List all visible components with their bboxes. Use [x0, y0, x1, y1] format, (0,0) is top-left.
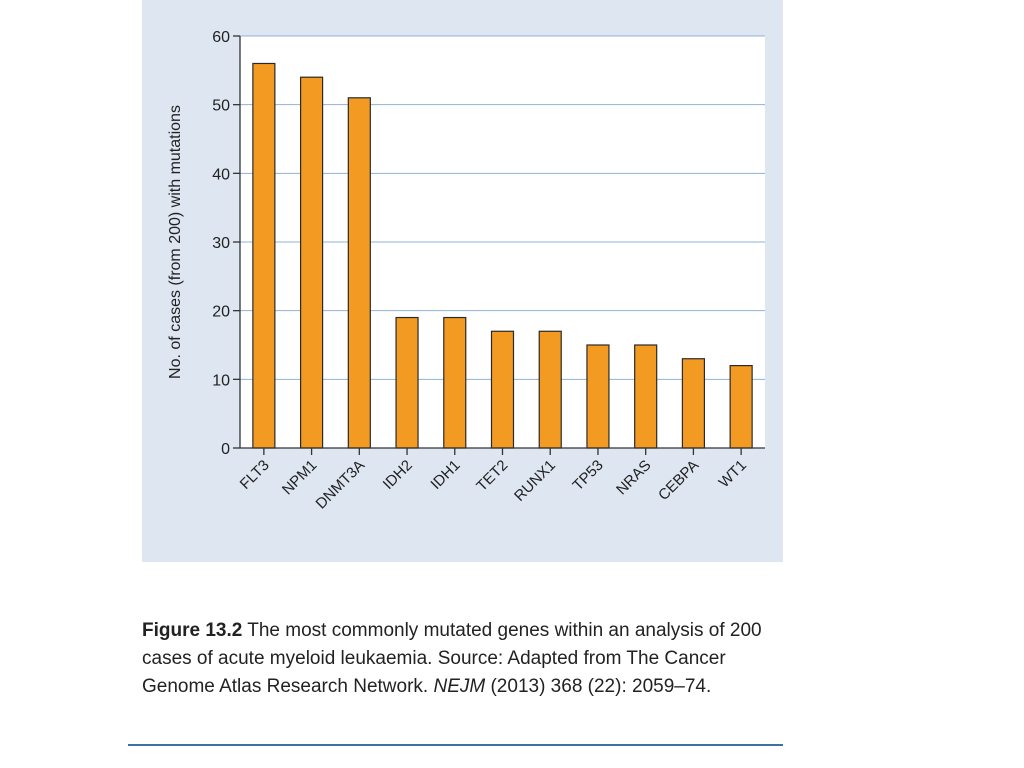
y-tick-label: 30	[212, 235, 230, 252]
caption-journal: NEJM	[433, 676, 486, 697]
figure-label: Figure 13.2	[142, 620, 243, 641]
y-tick-label: 40	[212, 166, 230, 183]
x-tick-label: IDH2	[380, 457, 416, 493]
bar-runx1	[538, 330, 562, 449]
y-tick-label: 50	[212, 98, 230, 115]
x-tick-label: WT1	[716, 457, 750, 491]
x-tick-label: IDH1	[427, 457, 463, 493]
bar-tp53	[586, 344, 610, 449]
bar-npm1	[299, 76, 324, 449]
y-tick-label: 20	[212, 304, 230, 321]
y-axis-label: No. of cases (from 200) with mutations	[167, 105, 184, 379]
bar-nras	[634, 344, 658, 449]
x-tick-label: TP53	[569, 457, 606, 494]
figure-caption: Figure 13.2 The most commonly mutated ge…	[142, 617, 782, 701]
caption-citation: (2013) 368 (22): 2059–74.	[485, 676, 712, 697]
y-tick-label: 0	[221, 441, 230, 458]
x-tick-label: FLT3	[237, 457, 273, 493]
bar-cebpa	[681, 358, 706, 449]
x-tick-label: RUNX1	[511, 457, 559, 505]
x-tick-label: NPM1	[279, 457, 320, 498]
x-tick-label: NRAS	[613, 457, 654, 498]
bar-wt1	[729, 365, 753, 449]
bar-idh1	[443, 316, 467, 449]
x-tick-label: CEBPA	[655, 457, 702, 504]
caption-divider	[128, 744, 783, 746]
y-tick-label: 60	[212, 29, 230, 46]
bar-idh2	[395, 316, 419, 449]
x-tick-label: DNMT3A	[313, 457, 369, 513]
bar-dnmt3a	[347, 97, 371, 449]
bar-flt3	[252, 62, 276, 449]
caption-text: The most commonly mutated genes within a…	[142, 620, 762, 697]
x-tick-label: TET2	[473, 457, 511, 495]
y-tick-label: 10	[212, 372, 230, 389]
bar-tet2	[490, 330, 515, 449]
